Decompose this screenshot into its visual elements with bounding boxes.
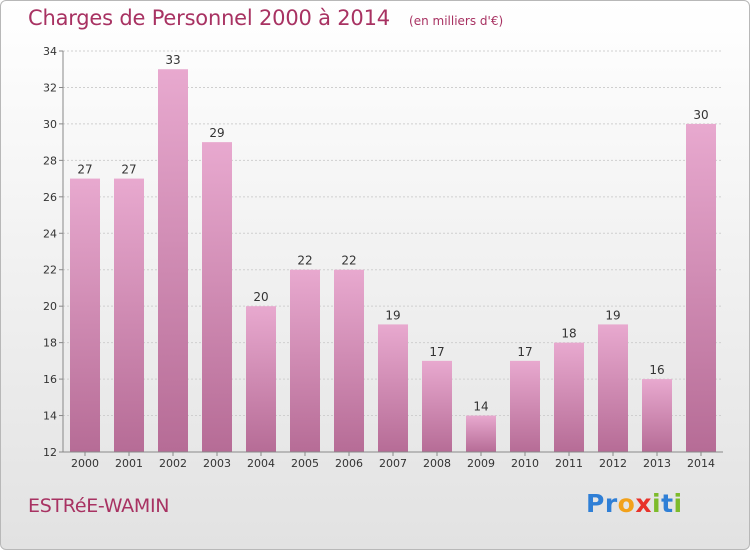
data-label: 18 xyxy=(561,327,576,341)
y-tick-label: 22 xyxy=(43,264,57,277)
y-tick-label: 26 xyxy=(43,191,57,204)
data-label: 29 xyxy=(209,126,224,140)
chart-subtitle: (en milliers d'€) xyxy=(409,14,504,28)
bar xyxy=(290,269,320,452)
x-tick-label: 2005 xyxy=(291,457,319,470)
x-tick-label: 2013 xyxy=(643,457,671,470)
data-label: 17 xyxy=(429,345,444,359)
x-tick-label: 2010 xyxy=(511,457,539,470)
chart-header: Charges de Personnel 2000 à 2014 (en mil… xyxy=(28,6,503,30)
bar xyxy=(334,269,364,452)
y-tick-label: 12 xyxy=(43,446,57,459)
data-label: 27 xyxy=(77,163,92,177)
bar xyxy=(686,123,716,452)
x-tick-label: 2009 xyxy=(467,457,495,470)
bar xyxy=(158,69,188,453)
data-label: 27 xyxy=(121,163,136,177)
logo-letter: x xyxy=(635,489,652,518)
x-tick-label: 2000 xyxy=(71,457,99,470)
bar xyxy=(466,415,496,452)
data-label: 19 xyxy=(385,308,400,322)
proxiti-logo: Proxiti xyxy=(586,489,683,518)
data-label: 30 xyxy=(693,108,708,122)
y-tick-label: 28 xyxy=(43,154,57,167)
x-tick-label: 2008 xyxy=(423,457,451,470)
logo-letter: r xyxy=(604,489,618,518)
x-tick-label: 2001 xyxy=(115,457,143,470)
axes: 12 14 16 18 20 22 24 26 28 30 32 34 2000 2001 2002 2003… xyxy=(43,45,723,470)
y-tick-label: 34 xyxy=(43,45,57,58)
x-tick-label: 2014 xyxy=(687,457,715,470)
x-tick-label: 2006 xyxy=(335,457,363,470)
data-label: 16 xyxy=(649,363,664,377)
y-tick-label: 14 xyxy=(43,410,57,423)
data-label: 20 xyxy=(253,290,268,304)
bar xyxy=(246,306,276,452)
bar xyxy=(422,360,452,452)
y-tick-label: 24 xyxy=(43,227,57,240)
y-tick-label: 16 xyxy=(43,373,57,386)
data-label: 14 xyxy=(473,400,488,414)
bar xyxy=(642,379,672,452)
bar xyxy=(114,178,144,452)
bar xyxy=(598,324,628,452)
bar xyxy=(510,360,540,452)
y-tick-label: 20 xyxy=(43,300,57,313)
bars: 27 27 33 29 20 22 22 19 17 14 17 18 19 16 30 xyxy=(70,53,716,453)
data-label: 19 xyxy=(605,308,620,322)
bar xyxy=(378,324,408,452)
commune-name: ESTRéE-WAMIN xyxy=(28,495,170,517)
data-label: 22 xyxy=(297,254,312,268)
bar xyxy=(202,142,232,453)
logo-letter: P xyxy=(586,489,605,518)
y-tick-label: 32 xyxy=(43,81,57,94)
bar xyxy=(70,178,100,452)
logo-letter: i xyxy=(673,489,683,518)
y-tick-label: 30 xyxy=(43,118,57,131)
data-label: 22 xyxy=(341,254,356,268)
x-tick-label: 2004 xyxy=(247,457,275,470)
logo-letter: t xyxy=(661,489,674,518)
logo-letter: i xyxy=(652,489,662,518)
y-tick-label: 18 xyxy=(43,337,57,350)
x-tick-label: 2012 xyxy=(599,457,627,470)
x-tick-label: 2011 xyxy=(555,457,583,470)
x-tick-label: 2002 xyxy=(159,457,187,470)
x-tick-label: 2003 xyxy=(203,457,231,470)
bar xyxy=(554,342,584,452)
data-label: 17 xyxy=(517,345,532,359)
logo-letter: o xyxy=(617,489,636,518)
chart-title: Charges de Personnel 2000 à 2014 xyxy=(28,6,390,30)
data-label: 33 xyxy=(165,53,180,67)
x-tick-label: 2007 xyxy=(379,457,407,470)
